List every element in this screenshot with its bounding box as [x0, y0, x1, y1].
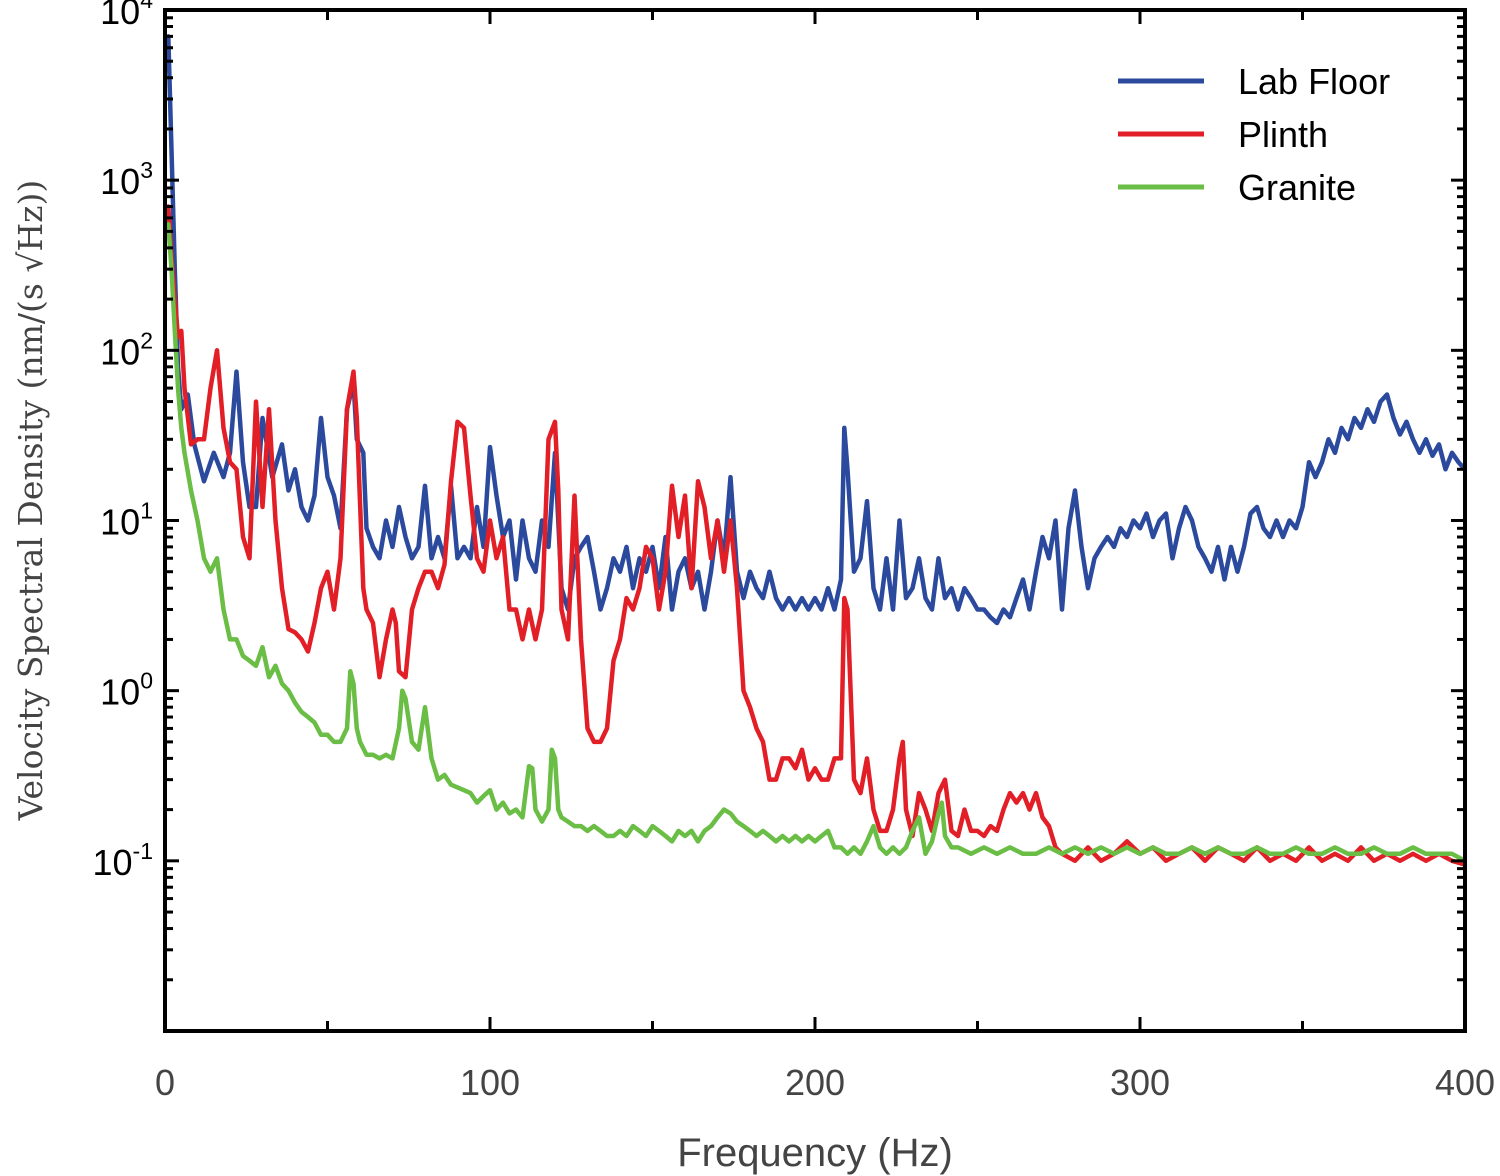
series-layer: [166, 34, 1465, 867]
x-tick-label: 300: [1110, 1062, 1170, 1103]
series-line-0: [166, 34, 1465, 626]
x-tick-label: 200: [785, 1062, 845, 1103]
y-tick-base: 10: [100, 0, 140, 32]
legend-label-1: Plinth: [1238, 114, 1328, 155]
x-tick-label: 100: [460, 1062, 520, 1103]
y-tick-label: 103: [100, 157, 153, 202]
y-tick-base: 10: [100, 672, 140, 713]
y-tick-base: 10: [93, 842, 133, 883]
legend: Lab Floor Plinth Granite: [1118, 61, 1390, 208]
y-tick-exponent: 0: [140, 668, 153, 694]
plot-frame: [163, 8, 1467, 1033]
x-tick-label: 400: [1435, 1062, 1495, 1103]
x-tick-label: 0: [155, 1062, 175, 1103]
y-tick-base: 10: [100, 331, 140, 372]
y-tick-exponent: 1: [140, 498, 153, 524]
y-tick-exponent: 3: [140, 157, 153, 183]
y-tick-base: 10: [100, 502, 140, 543]
y-tick-label: 104: [100, 0, 153, 32]
x-axis-label: Frequency (Hz): [677, 1131, 953, 1175]
y-axis-label: Velocity Spectral Density (nm/(s √Hz)): [11, 180, 50, 822]
y-tick-exponent: 2: [140, 327, 153, 353]
y-tick-base: 10: [100, 161, 140, 202]
x-tick-labels: 0 100 200 300 400: [155, 1062, 1495, 1103]
y-tick-label: 101: [100, 498, 153, 543]
series-line-2: [166, 222, 1465, 864]
y-tick-label: 100: [100, 668, 153, 713]
y-tick-exponent: 4: [140, 0, 153, 13]
legend-label-0: Lab Floor: [1238, 61, 1390, 102]
legend-label-2: Granite: [1238, 167, 1356, 208]
y-tick-exponent: -1: [133, 838, 153, 864]
y-tick-label: 10-1: [93, 838, 154, 883]
y-tick-label: 102: [100, 327, 153, 372]
